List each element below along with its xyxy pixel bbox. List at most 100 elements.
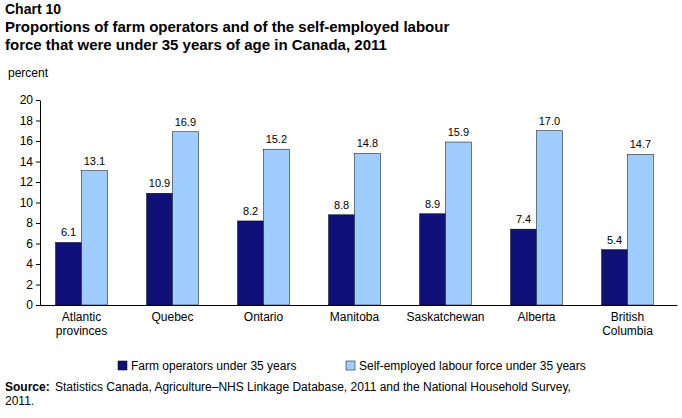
data-labels: 6.1 10.9 8.2 8.8 8.9 7.4 5.4 13.1 16.9 15.2 14.8 15… bbox=[61, 115, 651, 246]
chart: Chart 10Proportions of farm operators an… bbox=[0, 0, 682, 418]
x-axis: Atlanticprovinces Quebec Ontario Manitoba Sa… bbox=[41, 306, 678, 339]
bars bbox=[56, 131, 654, 305]
x-tick-label-line: Atlantic bbox=[62, 310, 101, 324]
data-label: 16.9 bbox=[175, 116, 196, 128]
y-tick: 6 bbox=[26, 237, 40, 251]
data-label: 13.1 bbox=[84, 155, 105, 167]
x-tick: Alberta bbox=[517, 310, 555, 324]
data-label: 8.2 bbox=[243, 205, 258, 217]
y-tick-label: 6 bbox=[26, 237, 33, 251]
title: Proportions of farm operators and of the… bbox=[5, 18, 449, 35]
data-label: 5.4 bbox=[607, 234, 622, 246]
data-label: 14.8 bbox=[357, 137, 378, 149]
data-label: 7.4 bbox=[516, 213, 531, 225]
x-tick: Manitoba bbox=[330, 310, 380, 324]
y-tick: 14 bbox=[20, 155, 40, 169]
bar bbox=[264, 149, 290, 305]
y-tick-mark bbox=[36, 162, 40, 163]
data-label: 17.0 bbox=[539, 115, 560, 127]
bar bbox=[82, 171, 108, 305]
y-tick: 20 bbox=[20, 93, 40, 107]
y-tick: 16 bbox=[20, 134, 40, 148]
legend-label: Self-employed labour force under 35 year… bbox=[359, 359, 586, 373]
y-tick: 8 bbox=[26, 216, 40, 230]
x-tick-label: Atlanticprovinces bbox=[56, 310, 107, 338]
bar bbox=[537, 131, 563, 305]
y-tick-mark bbox=[36, 100, 40, 101]
x-tick-label: Manitoba bbox=[330, 310, 380, 324]
bar bbox=[602, 250, 628, 305]
y-tick-label: 18 bbox=[20, 114, 34, 128]
bar bbox=[446, 142, 472, 305]
x-tick-label: Ontario bbox=[244, 310, 284, 324]
y-tick: 0 bbox=[26, 298, 40, 312]
x-tick-label-line: Columbia bbox=[602, 324, 653, 338]
y-tick-mark bbox=[36, 203, 40, 204]
y-tick: 12 bbox=[20, 175, 40, 189]
y-tick: 2 bbox=[26, 278, 40, 292]
x-tick: BritishColumbia bbox=[602, 310, 653, 338]
bar bbox=[420, 214, 446, 305]
x-tick-label: Alberta bbox=[517, 310, 555, 324]
bar bbox=[173, 132, 199, 305]
y-tick: 10 bbox=[20, 196, 40, 210]
y-tick-label: 8 bbox=[26, 216, 33, 230]
x-tick-label: Saskatchewan bbox=[406, 310, 484, 324]
y-tick-mark bbox=[36, 141, 40, 142]
y-tick-mark bbox=[36, 264, 40, 265]
data-label: 6.1 bbox=[61, 226, 76, 238]
y-tick-mark bbox=[36, 244, 40, 245]
y-tick-label: 12 bbox=[20, 175, 34, 189]
source: Statistics Canada, Agriculture–NHS Linka… bbox=[55, 380, 571, 394]
title: force that were under 35 years of age in… bbox=[5, 36, 387, 53]
chart-label: Chart 10 bbox=[5, 1, 61, 17]
legend-swatch bbox=[118, 361, 127, 370]
x-tick-label: Quebec bbox=[151, 310, 193, 324]
y-tick-label: 14 bbox=[20, 155, 34, 169]
x-tick-label: BritishColumbia bbox=[602, 310, 653, 338]
y-axis: 0 2 4 6 8 10 12 14 16 18 20 bbox=[20, 93, 41, 312]
x-tick-label-line: Ontario bbox=[244, 310, 284, 324]
x-tick: Saskatchewan bbox=[406, 310, 484, 324]
bar bbox=[329, 215, 355, 305]
y-tick-mark bbox=[36, 121, 40, 122]
x-tick: Ontario bbox=[244, 310, 284, 324]
y-tick-label: 2 bbox=[26, 278, 33, 292]
legend-swatch bbox=[346, 361, 355, 370]
x-tick-label-line: provinces bbox=[56, 324, 107, 338]
x-tick: Atlanticprovinces bbox=[56, 310, 107, 338]
data-label: 10.9 bbox=[149, 177, 170, 189]
y-tick-mark bbox=[36, 305, 40, 306]
y-tick: 4 bbox=[26, 257, 40, 271]
bar bbox=[147, 193, 173, 305]
y-axis-line bbox=[40, 101, 41, 306]
x-tick: Quebec bbox=[151, 310, 193, 324]
x-tick-label-line: British bbox=[611, 310, 644, 324]
bar bbox=[56, 242, 82, 305]
data-label: 8.8 bbox=[334, 199, 349, 211]
data-label: 15.9 bbox=[448, 126, 469, 138]
data-label: 8.9 bbox=[425, 198, 440, 210]
x-tick-label-line: Manitoba bbox=[330, 310, 380, 324]
x-tick-label-line: Alberta bbox=[517, 310, 555, 324]
y-tick-mark bbox=[36, 223, 40, 224]
x-tick-label-line: Quebec bbox=[151, 310, 193, 324]
bar bbox=[355, 153, 381, 305]
source: 2011. bbox=[5, 394, 34, 408]
legend-label: Farm operators under 35 years bbox=[131, 359, 296, 373]
data-label: 14.7 bbox=[630, 138, 651, 150]
y-tick-mark bbox=[36, 182, 40, 183]
bar bbox=[238, 221, 264, 305]
legend: Farm operators under 35 years Self-employ… bbox=[118, 359, 586, 373]
x-axis-line bbox=[41, 305, 678, 306]
x-tick-label-line: Saskatchewan bbox=[406, 310, 484, 324]
source-label: Source: bbox=[5, 380, 50, 394]
y-tick-label: 16 bbox=[20, 134, 34, 148]
y-tick-label: 10 bbox=[20, 196, 34, 210]
data-label: 15.2 bbox=[266, 133, 287, 145]
y-tick-label: 20 bbox=[20, 93, 34, 107]
bar bbox=[511, 229, 537, 305]
y-tick-label: 0 bbox=[26, 298, 33, 312]
y-axis-title: percent bbox=[8, 66, 49, 80]
bar bbox=[628, 154, 654, 305]
